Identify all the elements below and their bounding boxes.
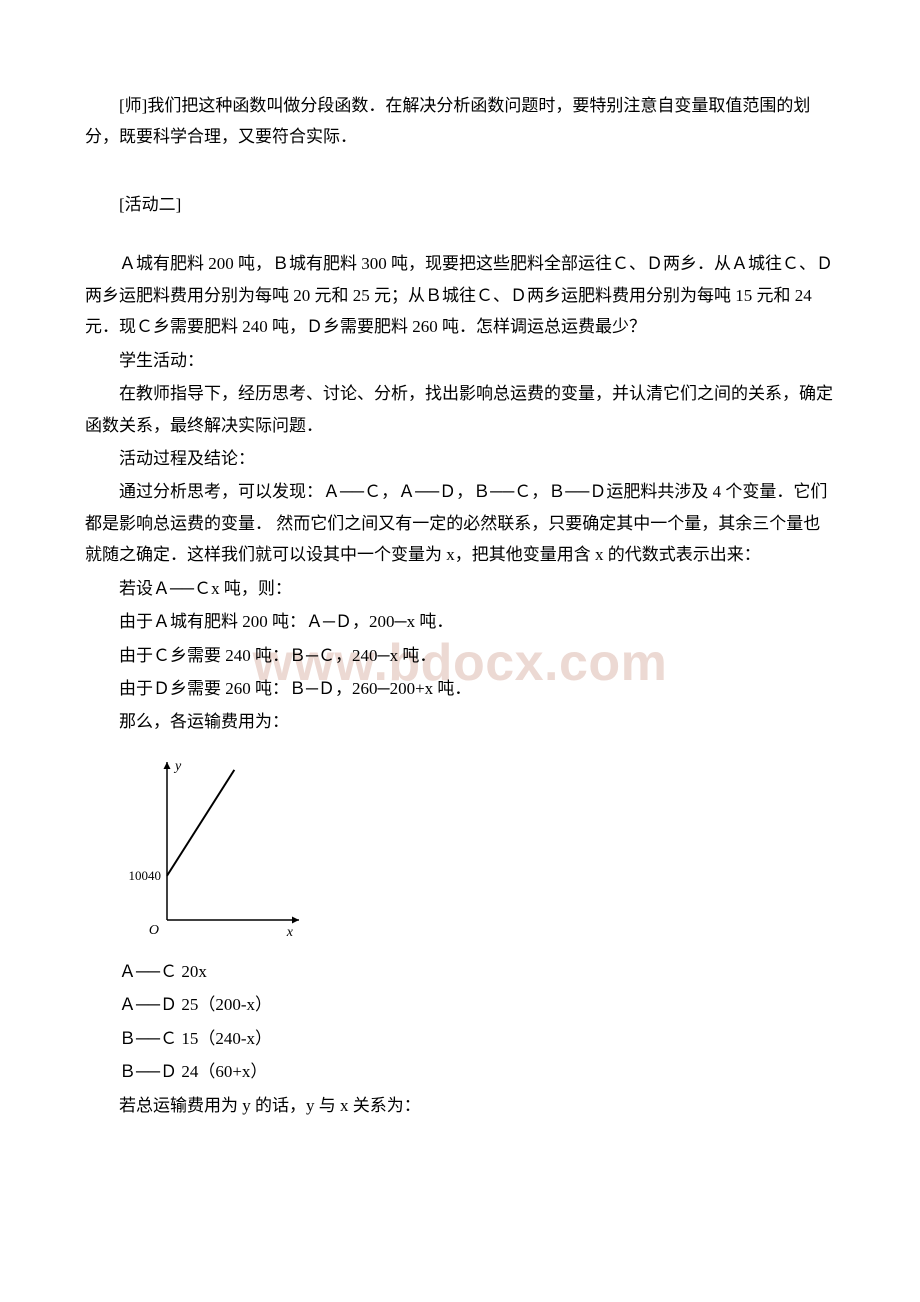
line-bd: 由于Ｄ乡需要 260 吨：Ｂ─Ｄ，260─200+x 吨． xyxy=(85,673,835,704)
cost-ad: Ａ──Ｄ 25（200-x） xyxy=(85,989,835,1020)
document-body: [师]我们把这种函数叫做分段函数．在解决分析函数问题时，要特别注意自变量取值范围… xyxy=(85,90,835,1121)
paragraph-analysis: 通过分析思考，可以发现：Ａ──Ｃ，Ａ──Ｄ，Ｂ──Ｃ，Ｂ──Ｄ运肥料共涉及 4 … xyxy=(85,476,835,570)
label-costs: 那么，各运输费用为： xyxy=(85,706,835,737)
svg-text:10040: 10040 xyxy=(129,868,162,883)
cost-ac: Ａ──Ｃ 20x xyxy=(85,956,835,987)
line-ad: 由于Ａ城有肥料 200 吨：Ａ─Ｄ，200─x 吨． xyxy=(85,606,835,637)
label-process: 活动过程及结论： xyxy=(85,443,835,474)
paragraph-instruction: 在教师指导下，经历思考、讨论、分析，找出影响总运费的变量，并认清它们之间的关系，… xyxy=(85,378,835,441)
section-heading-activity: [活动二] xyxy=(85,189,835,220)
paragraph-problem: Ａ城有肥料 200 吨，Ｂ城有肥料 300 吨，现要把这些肥料全部运往Ｃ、Ｄ两乡… xyxy=(85,248,835,342)
paragraph-intro: [师]我们把这种函数叫做分段函数．在解决分析函数问题时，要特别注意自变量取值范围… xyxy=(85,90,835,153)
chart-svg: 10040 y x O xyxy=(119,752,309,942)
paragraph-setup: 若设Ａ──Ｃx 吨，则： xyxy=(85,573,835,604)
svg-text:y: y xyxy=(173,759,182,774)
line-bc: 由于Ｃ乡需要 240 吨：Ｂ─Ｃ，240─x 吨． xyxy=(85,640,835,671)
cost-chart: 10040 y x O xyxy=(119,752,835,942)
paragraph-total: 若总运输费用为 y 的话，y 与 x 关系为： xyxy=(85,1090,835,1121)
cost-bc: Ｂ──Ｃ 15（240-x） xyxy=(85,1023,835,1054)
svg-text:O: O xyxy=(149,923,159,938)
svg-text:x: x xyxy=(286,925,294,940)
cost-bd: Ｂ──Ｄ 24（60+x） xyxy=(85,1056,835,1087)
label-student-activity: 学生活动： xyxy=(85,345,835,376)
